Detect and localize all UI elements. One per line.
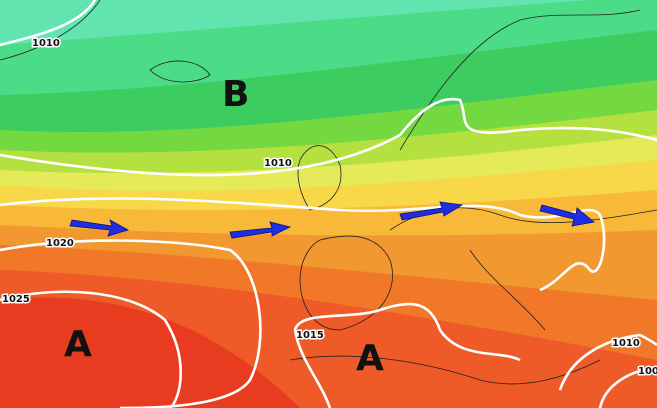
isobar-label: 1020 [46, 238, 74, 249]
isobar-label: 1010 [612, 338, 640, 349]
isobar-label: 1010 [32, 38, 60, 49]
isobar-label: 1015 [296, 330, 324, 341]
pressure-center: B [222, 74, 249, 115]
pressure-center: A [356, 338, 384, 379]
isobar-label: 100 [638, 366, 657, 377]
isobar-label: 1010 [264, 158, 292, 169]
labels: 1010 1010 1020 1025 1015 1010 100 B A A [1, 37, 657, 380]
wind-arrows [69, 201, 595, 239]
pressure-center: A [64, 324, 92, 365]
isobar-label: 1025 [2, 294, 30, 305]
coastlines [0, 0, 657, 385]
